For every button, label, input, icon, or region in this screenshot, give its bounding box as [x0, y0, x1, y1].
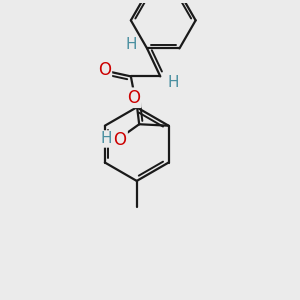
Text: O: O — [98, 61, 111, 79]
Text: H: H — [100, 131, 112, 146]
Text: H: H — [168, 75, 179, 90]
Text: O: O — [128, 89, 140, 107]
Text: O: O — [113, 131, 127, 149]
Text: H: H — [126, 38, 137, 52]
